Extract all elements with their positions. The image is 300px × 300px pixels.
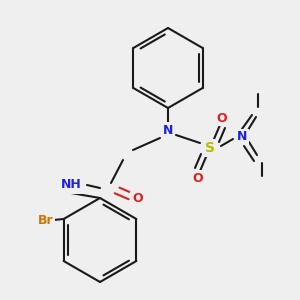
Text: N: N bbox=[62, 178, 72, 191]
Text: S: S bbox=[205, 141, 215, 155]
Text: O: O bbox=[217, 112, 227, 124]
Text: H: H bbox=[70, 180, 80, 190]
Text: Br: Br bbox=[38, 214, 53, 227]
Text: N: N bbox=[237, 130, 247, 143]
Text: O: O bbox=[193, 172, 203, 184]
Text: N: N bbox=[163, 124, 173, 136]
Text: NH: NH bbox=[61, 178, 81, 191]
Text: O: O bbox=[133, 191, 143, 205]
